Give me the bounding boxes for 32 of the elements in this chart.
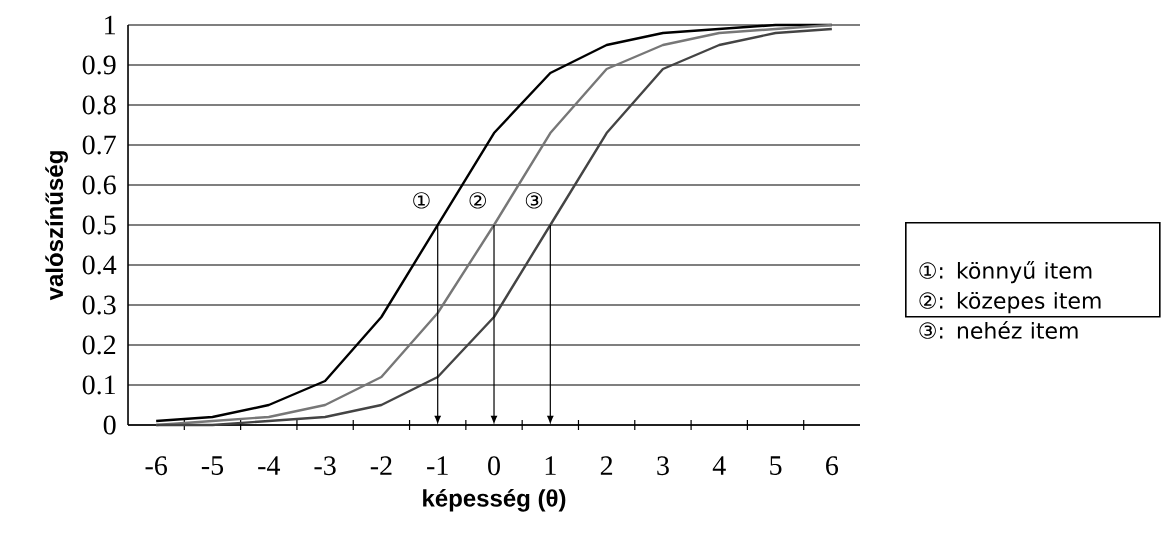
y-axis-title: valószínűség	[45, 151, 68, 301]
y-tick-label: 0.5	[82, 215, 116, 235]
x-tick-label: 2	[600, 456, 613, 475]
y-tick-label: 0.9	[82, 55, 116, 75]
y-tick-label: 0.8	[82, 95, 116, 115]
x-tick-label: 1	[545, 456, 556, 475]
x-tick-label: -1	[427, 456, 448, 475]
x-tick-label: -3	[314, 456, 336, 476]
annotation: ③	[525, 192, 543, 209]
text: ③: nehéz item	[919, 321, 1078, 339]
y-tick-label: 0.6	[82, 175, 116, 195]
annotation: ②	[469, 192, 486, 209]
x-tick-label: -5	[201, 456, 224, 475]
x-tick-label: -2	[370, 456, 392, 475]
y-tick-label: 0.4	[82, 255, 117, 275]
y-tick-label: 0	[103, 415, 116, 435]
annotation: ①	[413, 192, 430, 209]
y-tick-label: 0.3	[82, 295, 116, 315]
x-tick-label: 6	[826, 456, 839, 476]
y-tick-label: 0.1	[82, 375, 116, 395]
x-tick-label: -6	[145, 456, 167, 476]
x-tick-label: -4	[258, 456, 281, 475]
x-tick-label: 0	[488, 456, 500, 476]
x-tick-label: 4	[712, 456, 726, 475]
text: ②: közepes item	[919, 291, 1101, 314]
y-tick-label: 0.2	[82, 335, 116, 355]
x-tick-label: 5	[770, 456, 782, 475]
x-axis-title: képesség (θ)	[423, 488, 566, 512]
x-tick-label: 3	[657, 456, 669, 476]
text: ①: könnyű item	[919, 261, 1092, 284]
y-tick-label: 0.7	[82, 135, 116, 155]
y-tick-label: 1	[105, 15, 116, 35]
